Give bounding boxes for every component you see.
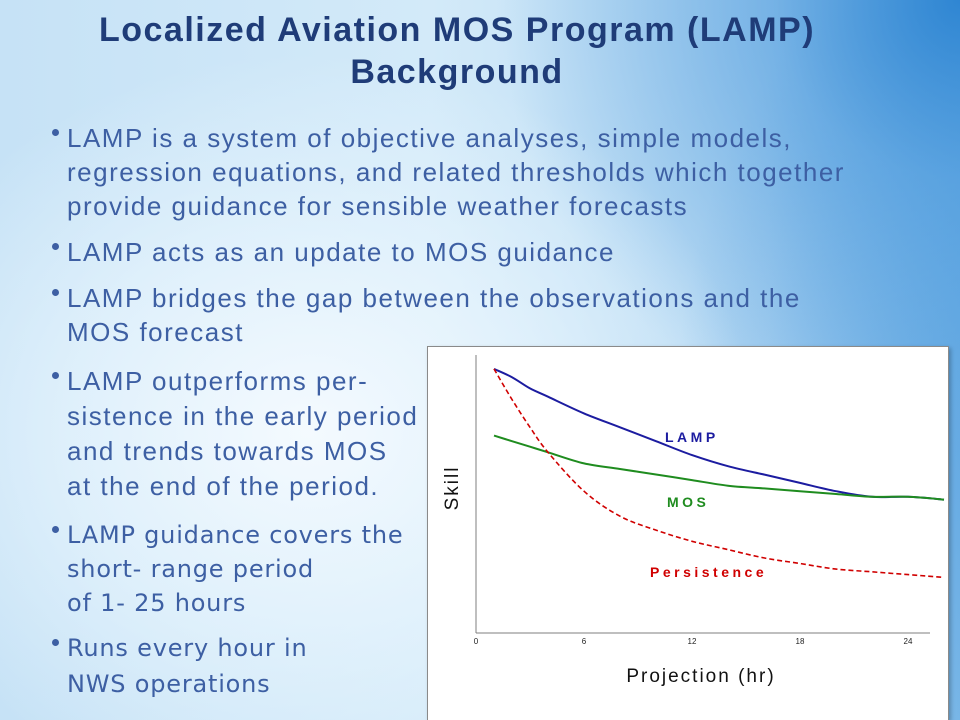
bullet-line: LAMP bridges the gap between the observa… bbox=[67, 283, 801, 313]
x-tick-label: 6 bbox=[582, 637, 587, 646]
bullet-line: Runs every hour in bbox=[67, 634, 308, 662]
slide-title: Localized Aviation MOS Program (LAMP) bbox=[98, 11, 816, 49]
bullet-line: LAMP is a system of objective analyses, … bbox=[67, 123, 793, 153]
bullet-dot bbox=[52, 638, 59, 646]
bullet-text: LAMP bridges the gap between the observa… bbox=[67, 281, 801, 349]
bullet-item: LAMP acts as an update to MOS guidance bbox=[0, 235, 900, 267]
y-axis-label: Skill bbox=[442, 466, 463, 511]
bullet-dot bbox=[52, 242, 59, 250]
bullet-item: LAMP outperforms per- sistence in the ea… bbox=[0, 364, 900, 501]
bullet-line: provide guidance for sensible weather fo… bbox=[67, 191, 689, 221]
bullet-text: LAMP guidance covers the short- range pe… bbox=[67, 518, 403, 620]
bullet-item: LAMP guidance covers the short- range pe… bbox=[0, 518, 900, 617]
bullet-line: regression equations, and related thresh… bbox=[67, 157, 845, 187]
bullet-text: Runs every hour in NWS operations bbox=[67, 630, 307, 702]
bullet-item: LAMP is a system of objective analyses, … bbox=[0, 121, 900, 221]
bullet-line: LAMP guidance covers the bbox=[67, 521, 404, 549]
chart-svg: 0 6 12 18 24 LAMP MOS Persistence Skill … bbox=[442, 355, 945, 687]
mos-series-line bbox=[493, 434, 945, 501]
bullet-line: short- range period bbox=[67, 555, 315, 583]
slide-subtitle: Background bbox=[350, 53, 564, 91]
bullet-text: LAMP is a system of objective analyses, … bbox=[67, 121, 845, 223]
bullet-line: MOS forecast bbox=[67, 317, 244, 347]
bullet-line: NWS operations bbox=[67, 670, 271, 698]
lamp-series-label: LAMP bbox=[665, 429, 719, 445]
bullet-line: LAMP acts as an update to MOS guidance bbox=[67, 237, 615, 267]
skill-chart: 0 6 12 18 24 LAMP MOS Persistence Skill … bbox=[427, 346, 949, 720]
bullet-text: LAMP acts as an update to MOS guidance bbox=[67, 235, 615, 269]
x-axis-label: Projection (hr) bbox=[626, 666, 775, 687]
lamp-series-line bbox=[493, 367, 945, 501]
x-tick-label: 0 bbox=[474, 637, 479, 646]
x-tick-label: 24 bbox=[904, 637, 913, 646]
bullet-line: at the end of the period. bbox=[67, 471, 380, 501]
persistence-series-line bbox=[493, 368, 945, 579]
persistence-series-label: Persistence bbox=[650, 564, 767, 580]
bullet-dot bbox=[52, 128, 59, 136]
bullet-dot bbox=[52, 288, 59, 296]
bullet-text: LAMP outperforms per- sistence in the ea… bbox=[67, 364, 418, 504]
bullet-line: LAMP outperforms per- bbox=[67, 366, 369, 396]
x-tick-label: 12 bbox=[688, 637, 697, 646]
bullet-dot bbox=[52, 372, 59, 379]
bullet-item: LAMP bridges the gap between the observa… bbox=[0, 281, 900, 347]
bullet-line: and trends towards MOS bbox=[67, 436, 388, 466]
x-tick-label: 18 bbox=[796, 637, 805, 646]
bullet-dot bbox=[52, 525, 59, 533]
mos-series-label: MOS bbox=[667, 494, 709, 510]
bullet-line: sistence in the early period bbox=[67, 401, 419, 431]
bullet-line: of 1- 25 hours bbox=[67, 589, 247, 617]
bullet-item: Runs every hour in NWS operations bbox=[0, 630, 900, 698]
